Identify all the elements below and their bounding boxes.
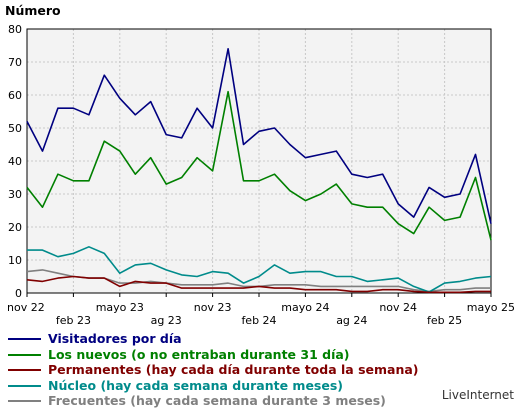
legend-swatch-permanentes [8, 369, 41, 371]
y-tick-label: 50 [8, 122, 22, 135]
legend-label-permanentes: Permanentes (hay cada día durante toda l… [48, 362, 419, 377]
y-tick-label: 80 [8, 23, 22, 36]
x-tick-label: nov 24 [379, 301, 417, 314]
x-tick-label: nov 22 [7, 301, 45, 314]
x-tick-label: ag 23 [151, 314, 182, 327]
y-tick-label: 0 [15, 287, 22, 300]
liveinternet-brand: LiveInternet [441, 388, 514, 402]
series-line-1 [26, 90, 492, 241]
series-line-2 [26, 275, 491, 294]
legend-swatch-visitadores [8, 338, 41, 340]
legend-label-nucleo: Núcleo (hay cada semana durante meses) [48, 377, 344, 393]
line-chart: Número 0 10 20 30 40 50 60 70 80 nov 22 feb 23 mayo… [5, 3, 515, 327]
x-tick-label: mayo 24 [281, 301, 329, 314]
plot-frame [26, 28, 492, 294]
x-tick-label: mayo 25 [467, 301, 515, 314]
x-tick-label: ag 24 [336, 314, 367, 327]
legend-label-visitadores: Visitadores por día [48, 331, 182, 346]
x-tick-label: feb 25 [427, 314, 462, 327]
legend-swatch-nuevos [8, 353, 41, 356]
x-tick-label: feb 23 [56, 314, 91, 327]
y-tick-label: 40 [8, 155, 22, 168]
x-tick-label: mayo 23 [96, 301, 144, 314]
legend-label-nuevos: Los nuevos (o no entraban durante 31 día… [48, 346, 350, 362]
y-tick-label: 10 [8, 254, 22, 267]
legend-label-frecuentes: Frecuentes (hay cada semana durante 3 me… [48, 393, 386, 408]
series-line-0 [26, 47, 492, 224]
series-line-3 [27, 246, 492, 293]
y-tick-label: 20 [8, 221, 22, 234]
y-tick-label: 30 [8, 188, 22, 201]
x-tick-label: feb 24 [241, 314, 276, 327]
legend-swatch-nucleo [8, 384, 41, 387]
y-tick-label: 60 [8, 89, 22, 102]
legend-swatch-frecuentes [8, 400, 41, 402]
x-tick-label: nov 23 [194, 301, 232, 314]
y-tick-label: 70 [8, 56, 22, 69]
y-axis-label: Número [5, 3, 61, 18]
